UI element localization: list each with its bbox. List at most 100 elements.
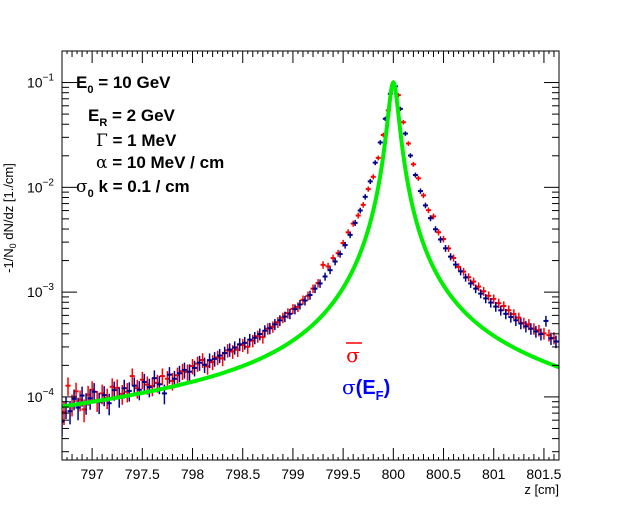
data-point xyxy=(257,328,263,341)
data-point xyxy=(217,349,223,364)
data-point xyxy=(417,188,423,194)
data-point xyxy=(181,362,187,379)
data-point xyxy=(478,289,484,299)
data-point xyxy=(136,381,142,401)
x-tick-label: 801.5 xyxy=(526,466,561,482)
data-point xyxy=(553,335,559,349)
annotation-alpha: α = 10 MeV / cm xyxy=(96,153,224,173)
plot-frame xyxy=(61,50,560,461)
data-point xyxy=(146,378,152,398)
data-point xyxy=(126,382,132,402)
data-point xyxy=(101,386,107,407)
x-tick-label: 797.5 xyxy=(125,466,160,482)
data-point xyxy=(166,367,172,384)
data-point xyxy=(75,397,81,421)
data-point xyxy=(227,343,233,357)
data-point xyxy=(159,368,165,386)
data-point xyxy=(367,178,373,185)
data-point xyxy=(362,194,368,200)
data-point xyxy=(543,315,549,327)
x-axis: 797 797.5 798 798.5 799 799.5 800 800.5 801 801.5 xyxy=(66,51,562,482)
annotation-e0: E0 = 10 GeV xyxy=(76,73,171,96)
data-point xyxy=(377,140,383,145)
data-point xyxy=(528,323,534,335)
data-point xyxy=(493,301,499,312)
data-point xyxy=(272,319,278,331)
data-point xyxy=(242,336,248,350)
data-point xyxy=(207,353,213,369)
data-point xyxy=(277,315,283,327)
data-point xyxy=(202,357,208,373)
data-point xyxy=(506,305,512,316)
data-point xyxy=(65,377,71,396)
data-point xyxy=(267,322,273,335)
data-point xyxy=(332,257,338,266)
data-point xyxy=(176,365,182,383)
data-point xyxy=(422,202,428,209)
data-point xyxy=(347,231,353,239)
data-point xyxy=(405,141,411,146)
y-axis-title-sub: 0 xyxy=(8,243,18,248)
data-point xyxy=(187,364,193,381)
data-point xyxy=(292,304,298,315)
data-point xyxy=(337,250,343,258)
data-point xyxy=(451,254,457,262)
data-point xyxy=(463,273,469,282)
data-point xyxy=(260,331,266,344)
data-point xyxy=(327,266,333,275)
annotation-sigma0: σ0 k = 0.1 / cm xyxy=(76,177,190,200)
data-point xyxy=(483,294,489,304)
data-point xyxy=(415,175,421,181)
data-point xyxy=(71,389,77,411)
data-point xyxy=(302,296,308,306)
data-point xyxy=(322,272,328,281)
x-tick-label: 800.5 xyxy=(426,466,461,482)
data-point xyxy=(197,355,203,371)
data-point xyxy=(456,263,462,271)
data-point xyxy=(342,241,348,249)
parameter-annotations: E0 = 10 GeV ER = 2 GeV Γ = 1 MeV α = 10 … xyxy=(76,73,224,200)
data-point xyxy=(192,360,198,377)
legend: σ σ(EF) xyxy=(342,342,390,403)
data-point xyxy=(129,368,135,386)
data-point xyxy=(548,332,554,345)
data-point xyxy=(355,212,361,219)
legend-sigma-ef: σ(EF) xyxy=(342,375,390,403)
data-point xyxy=(400,120,406,125)
data-point xyxy=(151,370,157,388)
data-point xyxy=(402,131,408,136)
y-axis: 10−4 10−3 10−2 10−1 xyxy=(27,50,559,453)
data-point xyxy=(91,383,97,403)
data-point xyxy=(496,298,502,309)
data-point xyxy=(352,219,358,227)
x-tick-label: 798 xyxy=(181,466,205,482)
data-point xyxy=(360,202,366,208)
data-point xyxy=(471,277,477,286)
data-point xyxy=(237,338,243,352)
data-point xyxy=(262,325,268,337)
data-point xyxy=(443,244,449,252)
annotation-er: ER = 2 GeV xyxy=(88,106,176,129)
data-point xyxy=(357,207,363,214)
data-point xyxy=(245,340,251,354)
data-point xyxy=(516,312,522,324)
y-tick-label: 10−3 xyxy=(27,282,54,300)
data-point xyxy=(491,294,497,304)
data-point xyxy=(212,352,218,367)
data-point xyxy=(252,332,258,345)
x-tick-label: 797 xyxy=(80,466,104,482)
data-point xyxy=(511,309,517,320)
data-point xyxy=(141,373,147,392)
data-point xyxy=(498,305,504,316)
data-point xyxy=(458,267,464,276)
data-point xyxy=(533,326,539,338)
data-point xyxy=(62,410,65,437)
y-tick-label: 10−4 xyxy=(27,387,54,405)
data-point xyxy=(222,346,228,361)
x-tick-label: 799.5 xyxy=(326,466,361,482)
data-point xyxy=(486,291,492,301)
data-point xyxy=(297,299,303,310)
data-point xyxy=(501,301,507,312)
data-point xyxy=(370,174,376,180)
